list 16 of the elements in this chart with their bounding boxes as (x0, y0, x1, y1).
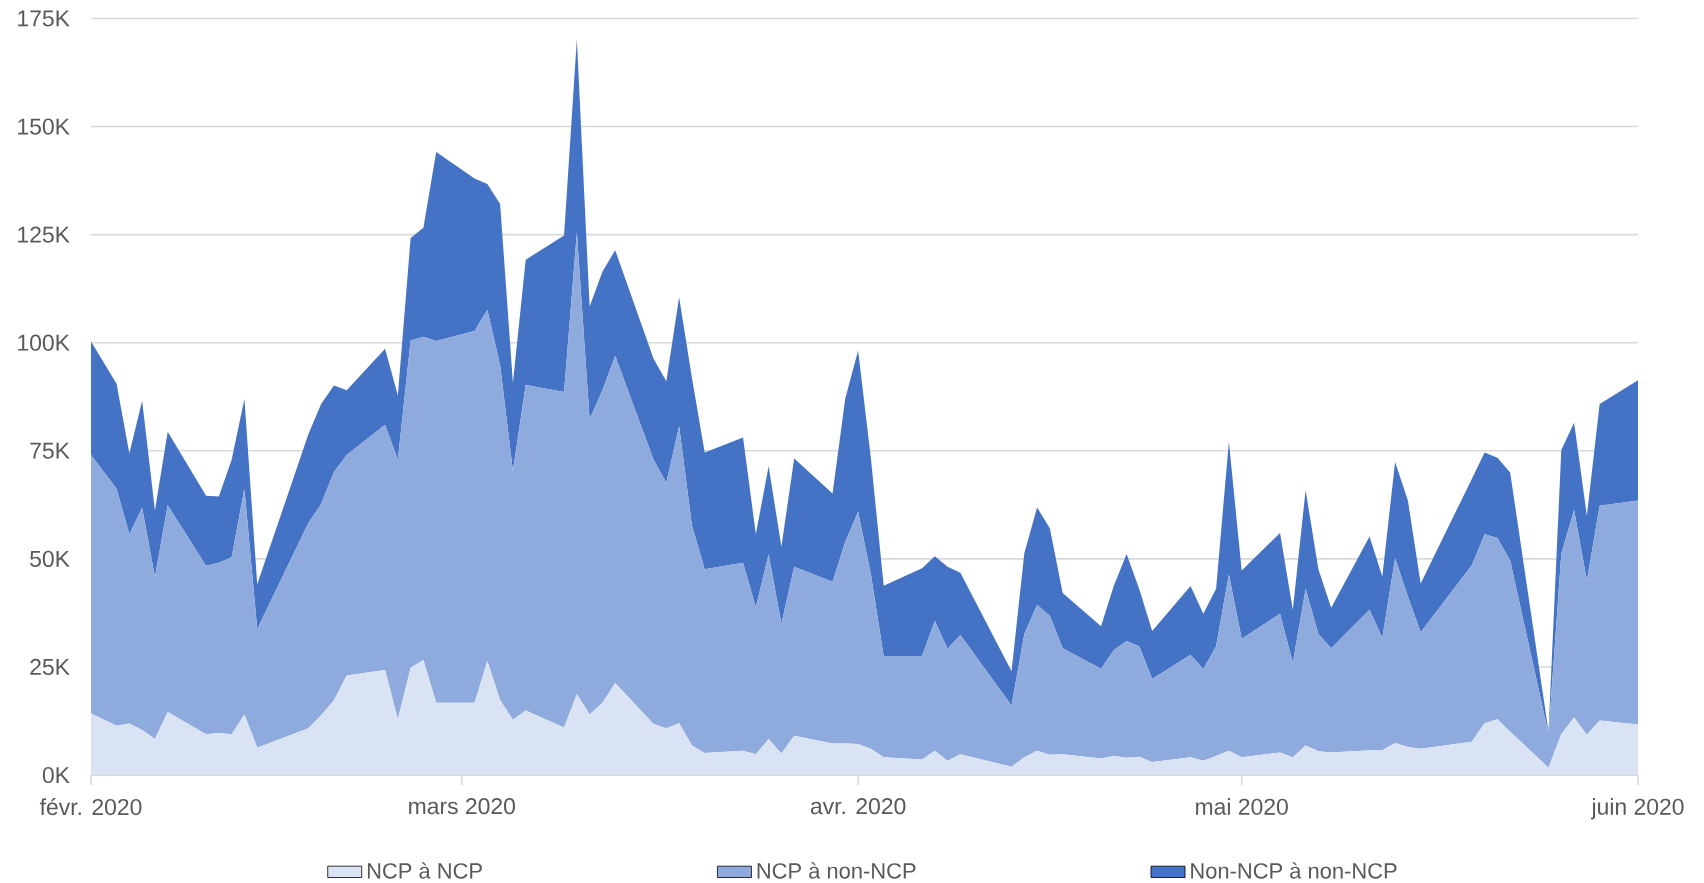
x-tick-label: févr. 2020 (39, 798, 142, 816)
y-tick-label: 50K (30, 550, 70, 567)
legend-label: Non-NCP à non-NCP (1191, 862, 1397, 879)
y-tick-label: 125K (18, 226, 70, 243)
legend-label: NCP à NCP (367, 862, 482, 879)
x-tick-label: mars 2020 (409, 798, 515, 815)
y-tick-label: 25K (30, 658, 70, 676)
y-tick-label: 75K (30, 442, 70, 459)
y-tick-label: 100K (18, 334, 70, 351)
x-tick-label: avr. 2020 (810, 798, 906, 815)
y-tick-label: 150K (18, 118, 70, 135)
y-tick-label: 0K (42, 766, 70, 784)
x-tick-label: mai 2020 (1196, 798, 1288, 815)
x-tick-label: juin 2020 (1590, 798, 1684, 820)
y-tick-label: 175K (18, 10, 70, 27)
legend-label: NCP à non-NCP (757, 862, 916, 879)
